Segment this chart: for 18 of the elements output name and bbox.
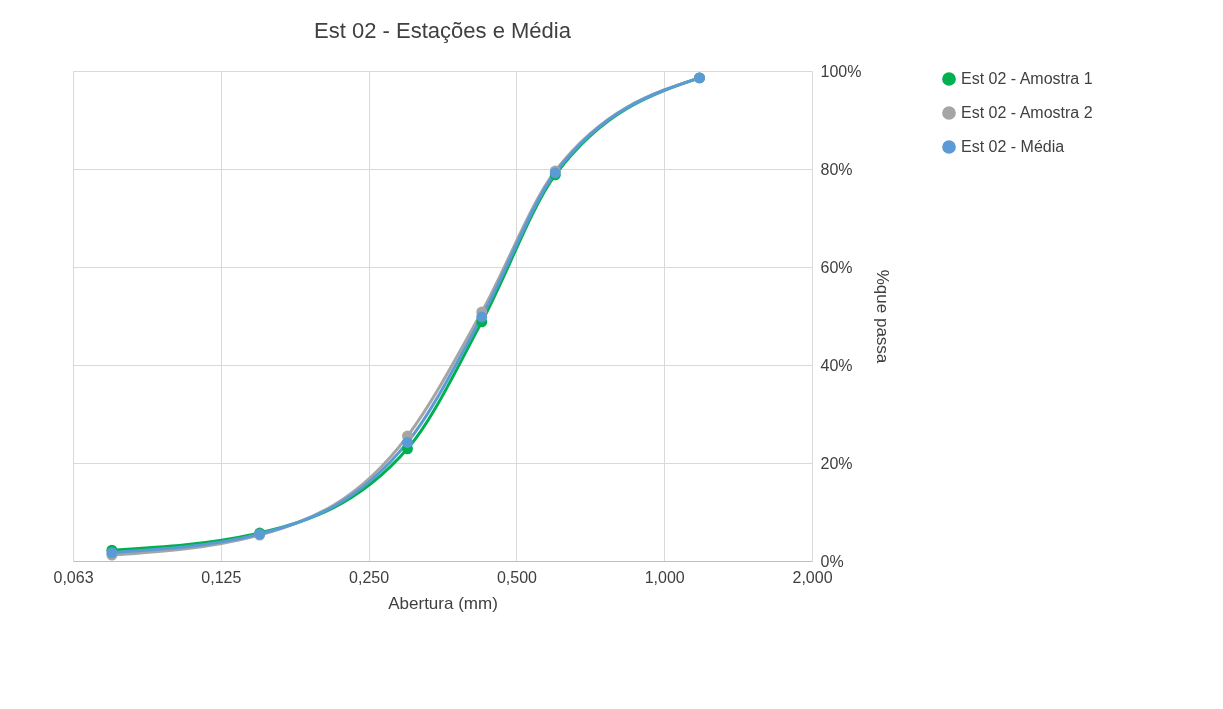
y-tick-label: 0% — [820, 552, 844, 570]
x-tick-label: 0,250 — [349, 568, 390, 586]
legend-label: Est 02 - Média — [961, 138, 1065, 155]
legend-label: Est 02 - Amostra 1 — [961, 70, 1093, 87]
y-tick-label: 100% — [820, 62, 862, 80]
y-tick-label: 80% — [820, 160, 853, 178]
x-tick-label: 2,000 — [792, 568, 833, 586]
y-tick-label: 60% — [820, 258, 853, 276]
x-tick-label: 0,500 — [496, 568, 538, 586]
legend-label: Est 02 - Amostra 2 — [961, 104, 1093, 121]
x-tick-label: 0,125 — [201, 568, 242, 586]
y-tick-label: 20% — [820, 454, 853, 472]
x-tick-label: 1,000 — [644, 568, 685, 586]
chart-title: Est 02 - Estações e Média — [314, 18, 572, 43]
x-axis-title: Abertura (mm) — [388, 593, 498, 613]
y-axis-title: %que passa — [873, 269, 893, 364]
x-tick-label: 0,063 — [53, 568, 94, 586]
y-tick-label: 40% — [820, 356, 853, 374]
